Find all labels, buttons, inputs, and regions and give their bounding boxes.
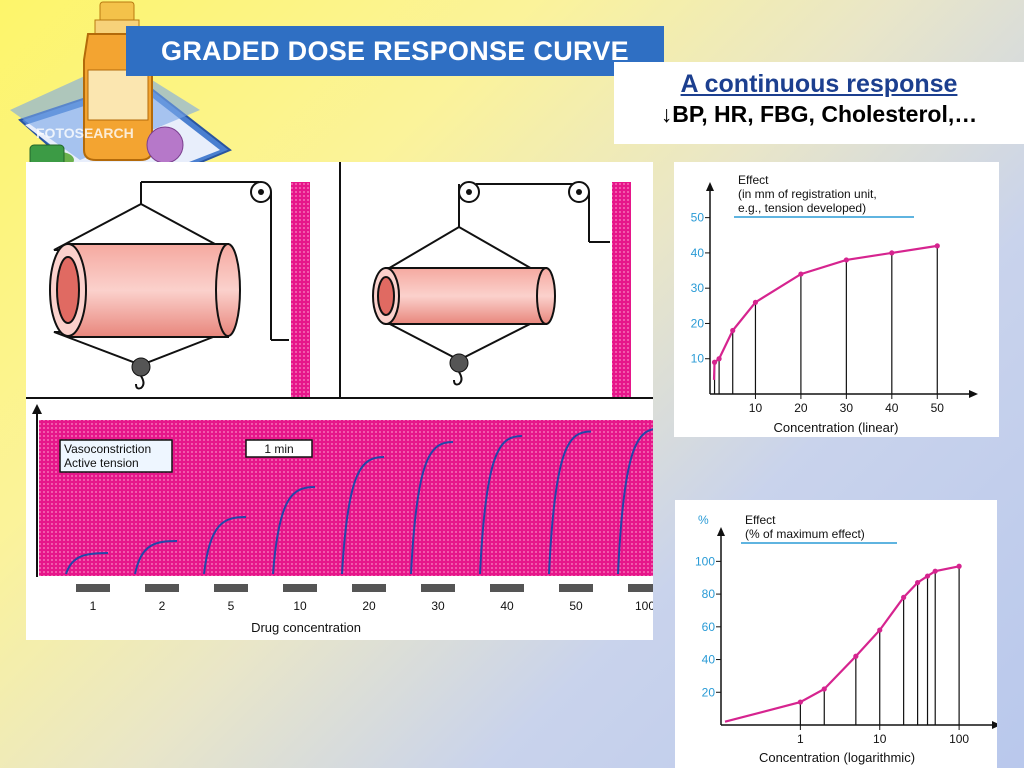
y-tick-label: 20	[702, 685, 716, 699]
dose-label: 20	[362, 599, 376, 613]
dose-marker	[145, 584, 179, 592]
y-tick-label: 10	[691, 352, 705, 366]
data-point	[797, 699, 803, 705]
data-point	[877, 627, 883, 633]
log-chart-panel: % Effect (% of maximum effect) Concentra…	[675, 500, 997, 768]
log-dose-response-chart: % Effect (% of maximum effect) Concentra…	[695, 513, 997, 765]
y-tick-label: 100	[695, 554, 715, 568]
continuous-response-title: A continuous response	[680, 70, 958, 98]
data-point	[934, 243, 940, 249]
x-tick-label: 10	[749, 401, 763, 415]
linear-ylabel-1: Effect	[738, 173, 769, 187]
data-point	[901, 594, 907, 600]
data-point	[843, 257, 849, 263]
data-point	[915, 580, 921, 586]
y-tick-label: 50	[691, 211, 705, 225]
data-point	[711, 359, 718, 365]
data-point	[924, 573, 931, 579]
tension-trace	[548, 430, 592, 575]
x-tick-label: 50	[931, 401, 945, 415]
log-ylabel-2: (% of maximum effect)	[745, 527, 865, 541]
continuous-response-box: A continuous response ↓BP, HR, FBG, Chol…	[614, 62, 1024, 144]
x-tick-label: 1	[797, 732, 804, 746]
y-axis-arrow	[717, 527, 725, 536]
dose-label: 100	[635, 599, 653, 613]
x-axis-arrow	[969, 390, 978, 398]
dose-label: 10	[293, 599, 307, 613]
x-tick-label: 30	[840, 401, 854, 415]
dose-marker	[628, 584, 653, 592]
dose-response-curve	[724, 565, 960, 723]
x-tick-label: 100	[949, 732, 969, 746]
y-tick-label: 80	[702, 587, 716, 601]
linear-ylabel-3: e.g., tension developed)	[738, 201, 866, 215]
time-scale-label: 1 min	[264, 442, 293, 456]
dose-marker	[559, 584, 593, 592]
drug-concentration-label: Drug concentration	[251, 620, 361, 635]
dose-response-curve	[712, 244, 938, 380]
data-point	[798, 271, 804, 277]
tension-trace	[134, 540, 178, 575]
y-tick-label: 40	[702, 653, 716, 667]
linear-dose-response-chart: Effect (in mm of registration unit, e.g.…	[691, 173, 978, 435]
tension-trace	[341, 456, 385, 575]
data-point	[730, 327, 736, 334]
recording-label-1: Vasoconstriction	[64, 442, 151, 456]
dose-label: 2	[159, 599, 166, 613]
y-tick-label: 40	[691, 246, 705, 260]
dose-marker	[421, 584, 455, 592]
tension-trace	[617, 428, 653, 575]
log-ylabel-unit: %	[698, 513, 709, 527]
data-point	[752, 299, 759, 305]
dose-label: 50	[569, 599, 583, 613]
data-point	[716, 356, 722, 362]
linear-chart-panel: Effect (in mm of registration unit, e.g.…	[674, 162, 999, 437]
x-axis-arrow	[992, 721, 997, 729]
organ-bath-panel: Vasoconstriction Active tension 1 min 1 2…	[26, 162, 653, 640]
data-point	[821, 686, 827, 692]
x-tick-label: 40	[885, 401, 899, 415]
log-ylabel-1: Effect	[745, 513, 776, 527]
tension-trace	[479, 435, 523, 575]
dose-marker	[76, 584, 110, 592]
clipart-watermark: FOTOSEARCH	[36, 125, 134, 141]
tension-recording: Vasoconstriction Active tension 1 min 1 2…	[32, 404, 653, 635]
x-tick-label: 10	[873, 732, 887, 746]
dose-marker	[214, 584, 248, 592]
slide-title: GRADED DOSE RESPONSE CURVE	[126, 26, 664, 76]
y-tick-label: 20	[691, 316, 705, 330]
data-point	[932, 568, 938, 574]
dose-label: 30	[431, 599, 445, 613]
dose-label: 1	[90, 599, 97, 613]
dose-marker	[283, 584, 317, 592]
y-tick-label: 60	[702, 620, 716, 634]
data-point	[956, 563, 962, 569]
log-xlabel: Concentration (logarithmic)	[759, 750, 915, 765]
continuous-response-examples: ↓BP, HR, FBG, Cholesterol,…	[660, 101, 978, 127]
data-point	[889, 250, 895, 256]
linear-ylabel-2: (in mm of registration unit,	[738, 187, 877, 201]
x-tick-label: 20	[794, 401, 808, 415]
dose-marker	[352, 584, 386, 592]
linear-xlabel: Concentration (linear)	[773, 420, 898, 435]
y-tick-label: 30	[691, 281, 705, 295]
organ-bath-figure: Vasoconstriction Active tension 1 min 1 2…	[26, 162, 653, 635]
tension-trace	[203, 516, 247, 575]
relaxed-vessel-setup	[49, 181, 310, 397]
tension-trace	[65, 552, 109, 575]
dose-label: 5	[228, 599, 235, 613]
dose-marker	[490, 584, 524, 592]
data-point	[853, 653, 859, 659]
dose-label: 40	[500, 599, 514, 613]
y-axis-arrow	[706, 182, 714, 191]
contracted-vessel-setup	[372, 181, 631, 397]
recording-label-2: Active tension	[64, 456, 139, 470]
tension-trace	[272, 486, 316, 575]
tension-trace	[410, 441, 454, 575]
